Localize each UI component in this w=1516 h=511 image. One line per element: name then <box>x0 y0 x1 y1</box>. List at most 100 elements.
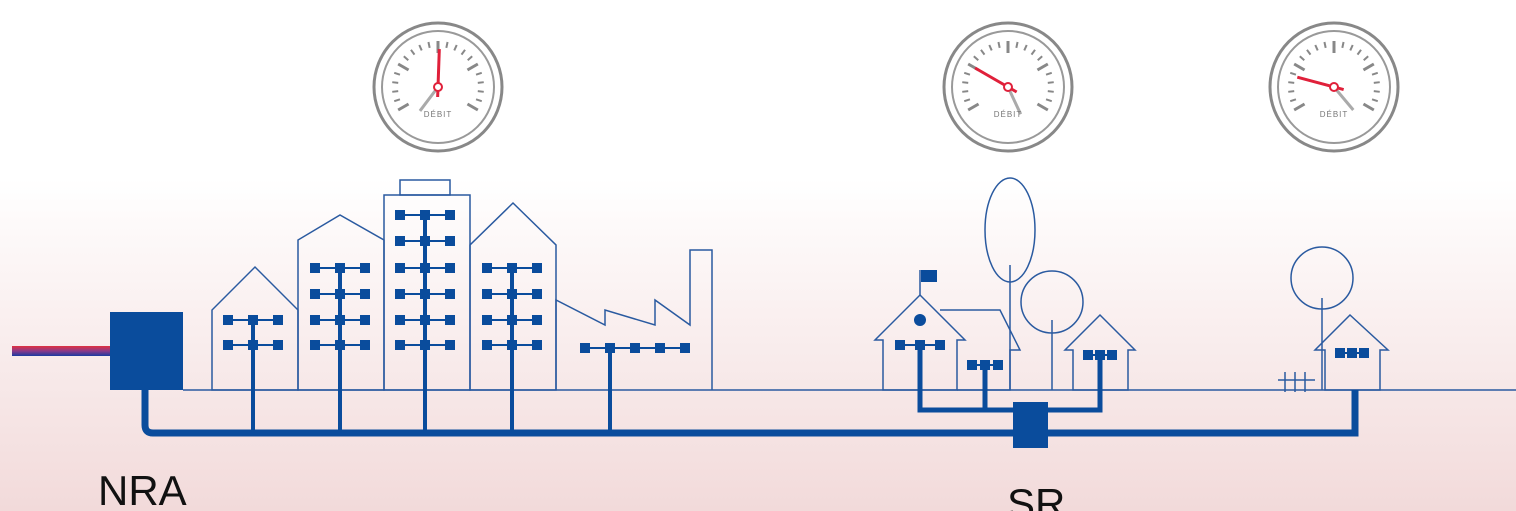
window <box>395 315 405 325</box>
window <box>420 289 430 299</box>
gauge-tick <box>460 49 466 56</box>
window <box>395 340 405 350</box>
school-window <box>914 314 926 326</box>
window <box>395 236 405 246</box>
gauge-tick <box>1314 44 1319 51</box>
gauge-tick <box>1299 55 1305 61</box>
gauge-tick <box>980 49 986 56</box>
window <box>445 210 455 220</box>
gauge-tick <box>393 71 401 76</box>
gauge-tick <box>475 98 483 103</box>
gauge-tick <box>967 102 980 112</box>
gauge-shadow-needle <box>1006 86 1023 115</box>
gauge-tick <box>397 102 410 112</box>
gauge-tick <box>1349 44 1354 51</box>
gauge-tick <box>1356 49 1362 56</box>
window <box>445 340 455 350</box>
gauge-tick <box>393 98 401 103</box>
gauge-tick <box>963 98 971 103</box>
window <box>507 263 517 273</box>
gauge-tick <box>418 44 423 51</box>
gauge-tick <box>1036 102 1049 112</box>
main-cable <box>141 390 1359 437</box>
buildings <box>211 177 1390 392</box>
factory <box>555 249 713 390</box>
window <box>310 315 320 325</box>
window <box>895 340 905 350</box>
gauge-tick <box>1289 98 1297 103</box>
gauge-tick <box>962 81 969 84</box>
gauge-tick <box>1030 49 1036 56</box>
gauge-tick <box>1047 90 1054 93</box>
fence <box>1278 372 1315 392</box>
school-wing <box>940 309 1022 391</box>
window <box>630 343 640 353</box>
window <box>482 263 492 273</box>
window <box>310 263 320 273</box>
window <box>967 360 977 370</box>
gauge-tick <box>392 81 399 84</box>
gauge-tick <box>410 49 416 56</box>
gauge-hub <box>433 82 443 92</box>
window <box>335 289 345 299</box>
gauge-tick <box>1045 71 1053 76</box>
window <box>1083 350 1093 360</box>
gauge-label: DÉBIT <box>1320 110 1349 119</box>
gauge-tick <box>467 55 473 61</box>
gauge-tick <box>1293 102 1306 112</box>
window <box>482 340 492 350</box>
gauge-tick <box>445 41 449 49</box>
gauge-tick <box>962 90 969 93</box>
gauge-tick <box>963 71 971 76</box>
gauge-tick <box>1323 41 1327 49</box>
gauge-tick <box>1036 62 1049 72</box>
sr-label: SR <box>1007 480 1065 511</box>
gauge-tick <box>1045 98 1053 103</box>
gauge-tick <box>453 44 458 51</box>
window <box>335 263 345 273</box>
window <box>1107 350 1117 360</box>
window <box>532 263 542 273</box>
gauge-tick <box>1373 81 1380 84</box>
gauge-tick <box>1288 90 1295 93</box>
window <box>310 289 320 299</box>
window <box>1347 348 1357 358</box>
window <box>248 315 258 325</box>
window <box>507 315 517 325</box>
window <box>420 210 430 220</box>
window <box>310 340 320 350</box>
gauge-tick <box>988 44 993 51</box>
gauge-tick <box>1362 102 1375 112</box>
window <box>445 236 455 246</box>
gauge-tick <box>466 62 479 72</box>
gauge-tick <box>392 90 399 93</box>
gauge-tick <box>477 81 484 84</box>
window <box>360 340 370 350</box>
building <box>469 201 557 391</box>
window <box>360 263 370 273</box>
window <box>507 289 517 299</box>
gauge-tick <box>1288 81 1295 84</box>
gauge-tick <box>997 41 1001 49</box>
window <box>360 289 370 299</box>
window <box>680 343 690 353</box>
nra-label: NRA <box>98 467 187 511</box>
incoming-cable <box>12 346 112 356</box>
gauge-tick <box>477 90 484 93</box>
nra-box <box>110 312 183 390</box>
window <box>532 340 542 350</box>
window <box>445 289 455 299</box>
window <box>1335 348 1345 358</box>
gauge-hub <box>1003 82 1013 92</box>
window <box>605 343 615 353</box>
gauge-hub <box>1329 82 1339 92</box>
window <box>223 340 233 350</box>
gauge-tick <box>1371 71 1379 76</box>
gauge-tick <box>1362 62 1375 72</box>
gauge-tick <box>1363 55 1369 61</box>
gauge-tick <box>973 55 979 61</box>
window <box>248 340 258 350</box>
house <box>1313 313 1390 391</box>
window <box>507 340 517 350</box>
